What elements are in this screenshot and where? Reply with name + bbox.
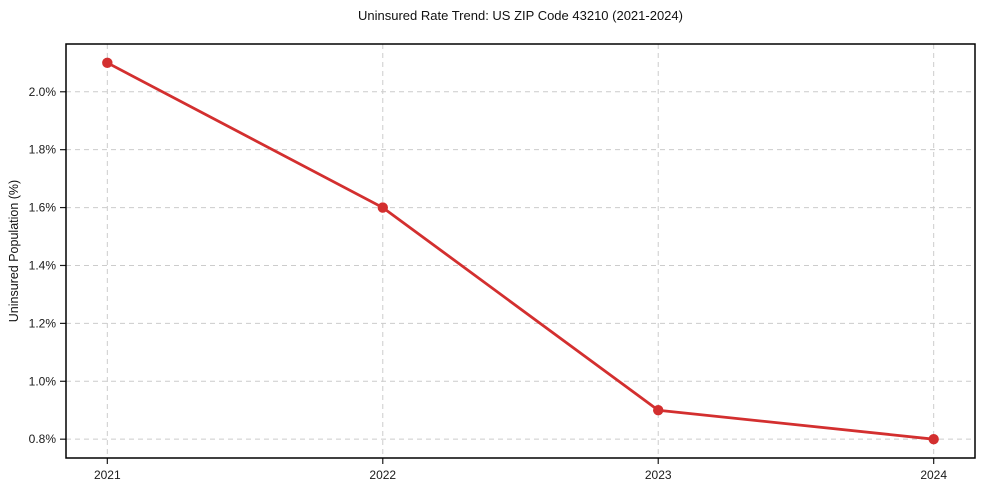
trend-line xyxy=(105,61,936,441)
data-point xyxy=(928,433,939,445)
y-tick-label: 1.2% xyxy=(29,316,57,330)
x-tick-label: 2022 xyxy=(369,468,396,482)
plot-border xyxy=(65,43,976,459)
x-tick-label: 2024 xyxy=(920,468,947,482)
data-point xyxy=(102,57,113,69)
x-tick-label: 2021 xyxy=(94,468,121,482)
y-tick-label: 1.0% xyxy=(29,374,57,388)
y-tick-label: 1.8% xyxy=(29,143,57,157)
chart-title: Uninsured Rate Trend: US ZIP Code 43210 … xyxy=(358,8,683,23)
y-tick-label: 1.4% xyxy=(29,258,57,272)
data-point xyxy=(377,202,388,213)
x-tick-label: 2023 xyxy=(645,468,672,482)
y-tick-label: 0.8% xyxy=(29,432,57,446)
y-tick-label: 1.6% xyxy=(29,201,57,215)
data-point xyxy=(653,405,664,416)
y-tick-label: 2.0% xyxy=(29,85,57,99)
